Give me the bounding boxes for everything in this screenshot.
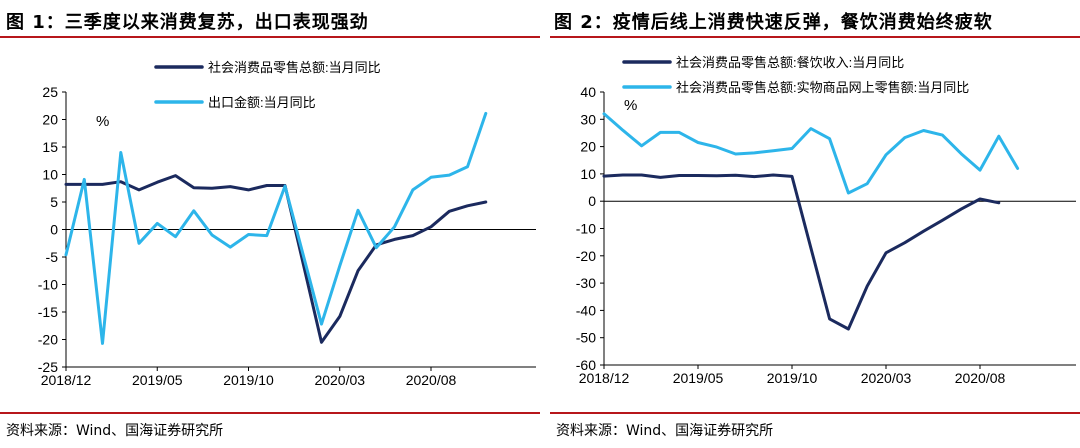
y-tick-label: -10 [38, 277, 58, 293]
y-tick-label: 15 [42, 139, 58, 155]
y-tick-label: 20 [580, 139, 596, 155]
y-tick-label: -20 [576, 248, 596, 264]
y-tick-label: -5 [46, 249, 59, 265]
y-tick-label: 40 [580, 84, 596, 100]
y-tick-label: -60 [576, 357, 596, 373]
y-tick-label: -40 [576, 302, 596, 318]
series-line-1 [64, 174, 488, 344]
y-tick-label: 25 [42, 84, 58, 100]
y-unit-label: % [96, 113, 109, 130]
title-divider [550, 36, 1080, 38]
line-chart: 40 30 20 10 0 -10 -20 -30 -40 -50 -60% 2018/12 2019/… [576, 55, 1076, 386]
title-divider [0, 36, 540, 38]
x-tick-label: 2020/03 [861, 370, 912, 386]
y-tick-label: -50 [576, 330, 596, 346]
chart-panel-right: 图 2：疫情后线上消费快速反弹，餐饮消费始终疲软 40 30 20 10 0 -10 -20… [540, 0, 1080, 448]
source-divider [0, 412, 540, 414]
y-tick-label: -25 [38, 359, 58, 375]
chart-panel-left: 图 1：三季度以来消费复苏，出口表现强劲 25 20 15 10 5 0 -5 -10 -15 -… [0, 12, 540, 439]
x-tick-label: 2019/10 [223, 372, 274, 388]
series-line-2 [602, 112, 1020, 195]
y-tick-label: 10 [42, 167, 58, 183]
chart-title: 图 2：疫情后线上消费快速反弹，餐饮消费始终疲软 [554, 12, 993, 33]
y-tick-label: 0 [588, 193, 596, 209]
legend-label: 社会消费品零售总额:实物商品网上零售额:当月同比 [676, 80, 969, 95]
y-tick-label: 30 [580, 111, 596, 127]
source-divider [550, 412, 1080, 414]
y-tick-label: 10 [580, 166, 596, 182]
y-tick-label: -15 [38, 304, 58, 320]
y-tick-label: -20 [38, 332, 58, 348]
series-line-2 [64, 111, 488, 345]
y-tick-label: -30 [576, 275, 596, 291]
x-tick-label: 2019/05 [132, 372, 183, 388]
y-unit-label: % [624, 97, 637, 114]
source-note: 资料来源：Wind、国海证券研究所 [6, 423, 224, 439]
y-tick-label: 20 [42, 112, 58, 128]
x-tick-label: 2019/05 [673, 370, 724, 386]
x-tick-label: 2019/10 [767, 370, 818, 386]
x-tick-label: 2020/08 [955, 370, 1006, 386]
x-tick-label: 2018/12 [579, 370, 630, 386]
x-tick-label: 2020/03 [314, 372, 365, 388]
x-tick-label: 2020/08 [406, 372, 457, 388]
source-note: 资料来源：Wind、国海证券研究所 [556, 423, 774, 439]
y-tick-label: 5 [50, 194, 58, 210]
line-chart: 25 20 15 10 5 0 -5 -10 -15 -20 -25% 2018/12 2019/05 2… [38, 60, 536, 388]
legend-label: 社会消费品零售总额:当月同比 [208, 60, 381, 75]
y-tick-label: -10 [576, 221, 596, 237]
legend-label: 社会消费品零售总额:餐饮收入:当月同比 [676, 55, 904, 70]
chart-title: 图 1：三季度以来消费复苏，出口表现强劲 [6, 12, 369, 33]
legend-label: 出口金额:当月同比 [208, 95, 316, 110]
series-line-1 [602, 173, 1001, 331]
y-tick-label: 0 [50, 222, 58, 238]
x-tick-label: 2018/12 [41, 372, 92, 388]
